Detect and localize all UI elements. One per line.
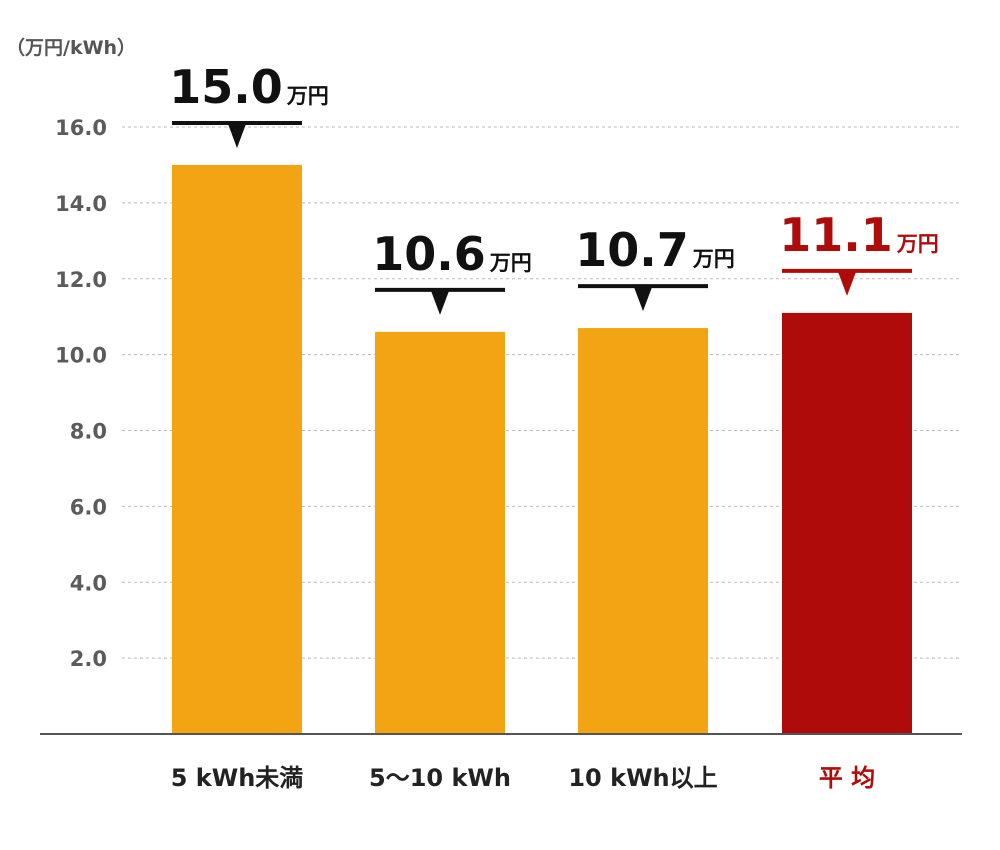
category-label: 5～10 kWh	[369, 764, 511, 792]
value-label: 15.0 万円	[169, 60, 329, 114]
value-label: 10.6 万円	[372, 227, 532, 281]
value-unit: 万円	[692, 247, 735, 271]
y-tick-label: 16.0	[55, 116, 107, 140]
category-labels: 5 kWh未満 5～10 kWh 10 kWh以上 平 均	[171, 764, 875, 792]
category-label: 5 kWh未満	[171, 764, 304, 792]
y-tick-label: 8.0	[70, 420, 107, 444]
y-tick-label: 12.0	[55, 268, 107, 292]
value-number: 15.0	[169, 60, 283, 114]
y-axis-unit-label: （万円/kWh）	[6, 36, 136, 59]
value-number: 10.6	[372, 227, 486, 281]
value-unit: 万円	[489, 251, 532, 275]
y-axis-ticks: 2.0 4.0 6.0 8.0 10.0 12.0 14.0 16.0	[55, 116, 107, 671]
y-tick-label: 2.0	[70, 647, 107, 671]
category-label: 平 均	[819, 764, 875, 792]
bar	[782, 312, 912, 734]
value-label: 11.1 万円	[779, 208, 939, 262]
bar	[375, 331, 505, 734]
value-pointer-arrow	[228, 123, 246, 148]
bars	[172, 164, 912, 734]
value-pointer-arrow	[431, 290, 449, 315]
bar	[172, 164, 302, 734]
value-label: 10.7 万円	[575, 223, 735, 277]
value-pointer-arrow	[838, 271, 856, 296]
y-tick-label: 4.0	[70, 571, 107, 595]
y-tick-label: 6.0	[70, 495, 107, 519]
value-unit: 万円	[896, 232, 939, 256]
y-tick-label: 14.0	[55, 192, 107, 216]
value-unit: 万円	[286, 84, 329, 108]
value-pointer-arrow	[634, 287, 652, 312]
value-number: 10.7	[575, 223, 689, 277]
y-tick-label: 10.0	[55, 344, 107, 368]
category-label: 10 kWh以上	[568, 764, 717, 792]
value-number: 11.1	[779, 208, 893, 262]
bar	[578, 328, 708, 734]
